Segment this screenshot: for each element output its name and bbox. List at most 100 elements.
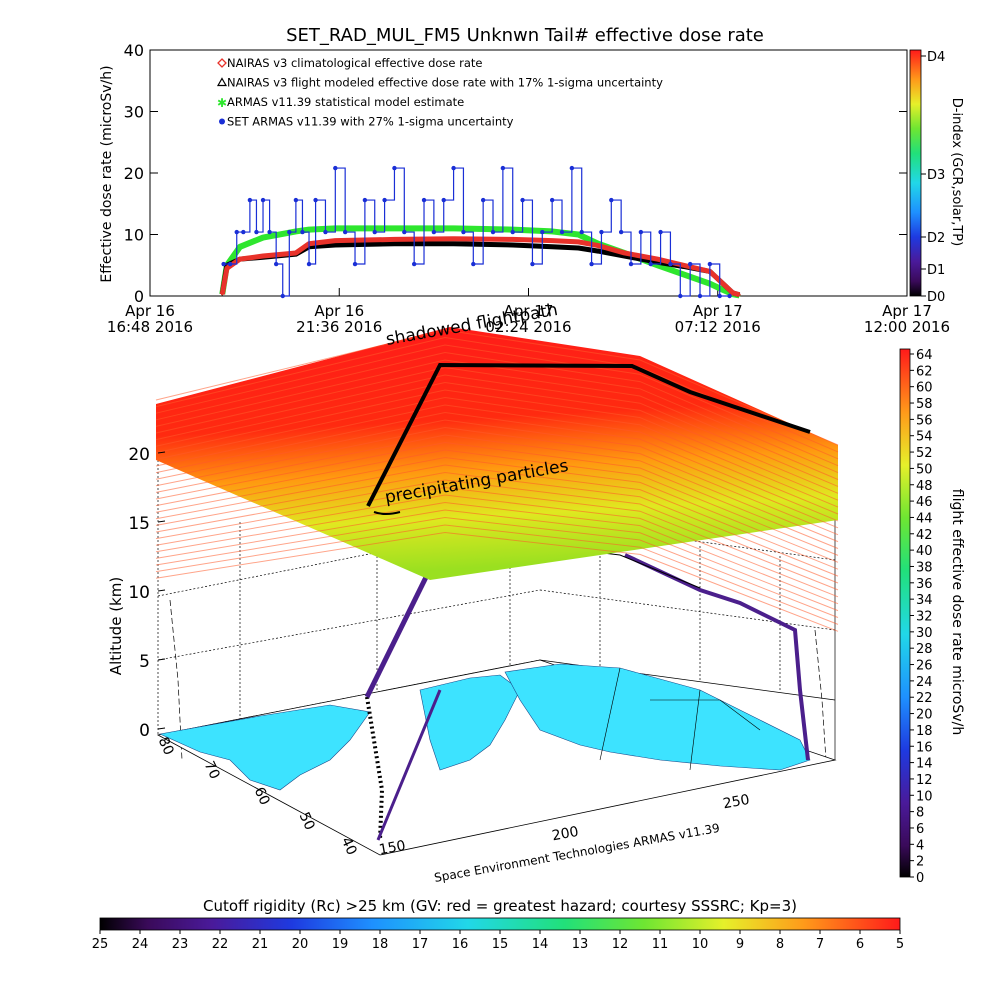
x-tick-label-date: Apr 17 [693, 302, 743, 320]
rigidity-colorbar-tick-label: 7 [816, 937, 824, 952]
dose-colorbar-tick-label: 6 [916, 822, 924, 837]
data-point-set-armas [392, 165, 397, 171]
data-point-set-armas [221, 261, 226, 267]
legend-label: NAIRAS v3 flight modeled effective dose … [227, 76, 663, 90]
precipitating-particles-mark [373, 511, 401, 515]
dose-contour-line [155, 426, 839, 536]
dindex-ticks: D0 D1 D2 D3 D4 [921, 50, 945, 305]
data-point-nairas-flight [334, 243, 337, 247]
x-tick-label-date: Apr 16 [125, 302, 175, 320]
flight-path-climb [364, 563, 435, 699]
dose-contour-line [155, 449, 839, 556]
data-point-nairas-flight [596, 249, 600, 253]
data-point-set-armas [727, 293, 732, 299]
dose-colorbar-tick-label: 8 [916, 806, 924, 821]
altitude-label: Altitude (km) [107, 577, 125, 675]
dose-contour-line [155, 486, 839, 591]
dose-contour-line [155, 404, 839, 515]
rigidity-colorbar-tick-label: 13 [572, 937, 589, 952]
data-point-set-armas [260, 197, 266, 203]
y-tick-label: 10 [124, 226, 144, 245]
data-point-set-armas [628, 261, 634, 267]
rigidity-colorbar-tick-label: 8 [776, 937, 784, 952]
altitude-tick-label: 10 [128, 583, 150, 603]
dose-contour-line [155, 456, 839, 563]
data-point-set-armas [490, 229, 496, 235]
x-tick-label-time: 02:24 2016 [485, 318, 571, 336]
dose-colorbar-tick-label: 52 [916, 446, 933, 461]
dose-colorbar-tick-label: 50 [916, 462, 933, 477]
dose-colorbar-tick-label: 0 [916, 871, 924, 886]
rigidity-colorbar-tick-label: 15 [492, 937, 509, 952]
dose-contour-line [155, 441, 839, 549]
data-point-set-armas [267, 229, 272, 235]
legend-label: SET ARMAS v11.39 with 27% 1-sigma uncert… [227, 115, 514, 129]
data-point-nairas-climatological [261, 254, 265, 258]
rigidity-colorbar-tick-label: 14 [532, 937, 549, 952]
legend: NAIRAS v3 climatological effective dose … [216, 56, 663, 129]
dose-colorbar-tick-label: 14 [916, 757, 933, 772]
data-point-nairas-climatological [452, 237, 455, 241]
data-point-set-armas [480, 197, 486, 203]
altitude-tick [157, 520, 166, 523]
dose-contour-line [155, 389, 839, 501]
dose-colorbar: 0246810121416182022242628303234363840424… [899, 348, 933, 886]
dose-contour-line [155, 344, 839, 460]
flight-path-cruise-projection [624, 553, 810, 761]
dose-colorbar-label: flight effective dose rate microSv/h [949, 489, 965, 735]
latitude-tick-label: 60 [251, 785, 273, 808]
dose-colorbar-tick-label: 48 [916, 479, 933, 494]
dindex-colorbar: D0 D1 D2 D3 D4 [909, 49, 945, 305]
dose-colorbar-tick-label: 2 [916, 855, 924, 870]
dindex-tick-label: D2 [927, 231, 945, 246]
data-point-nairas-climatological [511, 238, 514, 241]
rigidity-colorbar-tick-label: 6 [856, 937, 864, 952]
dindex-tick-label: D3 [927, 168, 945, 183]
dose-colorbar-tick-label: 28 [916, 642, 933, 657]
dose-contour-line [155, 434, 839, 543]
data-point-nairas-climatological [682, 264, 685, 267]
dose-contour-line [155, 524, 839, 625]
rigidity-colorbar-tick-label: 10 [692, 937, 709, 952]
data-point-set-armas [569, 165, 575, 171]
longitude-tick-label: 200 [551, 824, 580, 844]
data-point-nairas-flight [511, 243, 514, 247]
data-point-nairas-climatological [294, 251, 298, 255]
rigidity-colorbar-tick-label: 18 [372, 937, 389, 952]
rigidity-colorbar-tick-label: 25 [92, 937, 109, 952]
legend-marker-asterisk: ✱ [217, 96, 227, 110]
data-point-nairas-flight [550, 245, 554, 248]
dindex-tick-label: D4 [927, 50, 945, 65]
map-grid [599, 667, 761, 771]
data-point-set-armas [471, 261, 476, 267]
chart-title: SET_RAD_MUL_FM5 Unknwn Tail# effective d… [286, 25, 764, 46]
flight-path-ground-track [365, 696, 385, 841]
dose-colorbar-tick-label: 30 [916, 626, 933, 641]
rigidity-colorbar-title: Cutoff rigidity (Rc) >25 km (GV: red = g… [203, 897, 797, 915]
data-point-nairas-flight [577, 246, 580, 250]
dose-contour-line [155, 411, 839, 522]
data-point-nairas-climatological [550, 239, 554, 242]
data-point-armas-model [261, 236, 265, 239]
rigidity-colorbar-tick-label: 17 [412, 937, 429, 952]
data-point-nairas-climatological [238, 257, 242, 261]
data-point-set-armas [500, 165, 506, 171]
rigidity-colorbar-tick-label: 12 [612, 937, 629, 952]
dose-contour-line [155, 329, 839, 446]
data-point-armas-model [721, 288, 725, 292]
dose-colorbar-tick-label: 26 [916, 659, 933, 674]
data-point-armas-model [577, 233, 580, 236]
data-point-set-armas [687, 261, 693, 267]
rigidity-colorbar-tick-label: 24 [132, 937, 149, 952]
rigidity-colorbar-tick-label: 21 [252, 937, 269, 952]
data-point-set-armas [658, 229, 663, 235]
rigidity-colorbar-tick-label: 16 [452, 937, 469, 952]
dose-colorbar-tick-label: 60 [916, 381, 933, 396]
data-point-set-armas [247, 197, 253, 203]
altitude-tick-label: 20 [128, 445, 150, 465]
data-point-set-armas [372, 229, 377, 235]
map-land-asia [158, 704, 371, 791]
top-y-axis: 0 10 20 30 40 [124, 41, 907, 306]
legend-marker-diamond [217, 58, 227, 68]
